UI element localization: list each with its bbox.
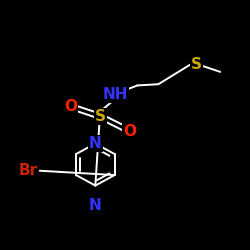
Text: NH: NH [102,86,128,102]
Text: N: N [89,198,102,213]
Text: S: S [191,57,202,72]
Text: S: S [95,109,106,124]
Text: O: O [64,99,77,114]
Text: N: N [89,136,102,151]
Text: O: O [124,124,136,139]
Text: Br: Br [19,163,38,178]
